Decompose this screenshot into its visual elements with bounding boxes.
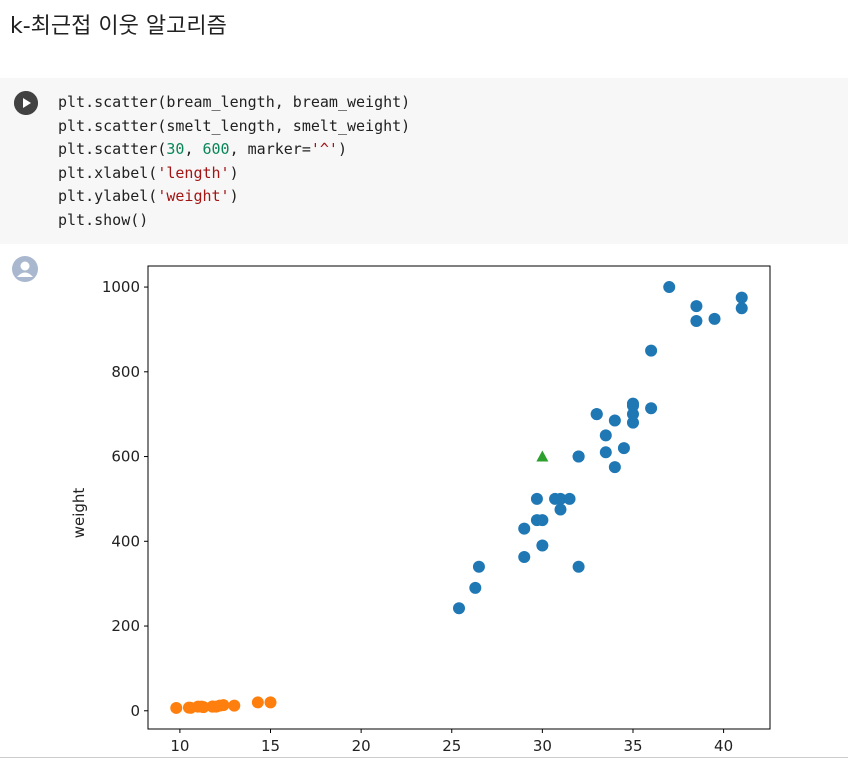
point	[645, 344, 658, 357]
y-axis-label: weight	[70, 488, 88, 539]
y-tick-label: 1000	[102, 278, 140, 296]
code-token: plt.show()	[58, 210, 149, 229]
point	[554, 503, 567, 516]
point	[708, 312, 721, 325]
code-token: )	[337, 140, 347, 159]
point	[690, 300, 703, 313]
x-tick-label: 25	[442, 737, 461, 755]
point	[626, 416, 639, 429]
code-token: )	[229, 187, 239, 206]
point	[264, 696, 277, 709]
point	[536, 450, 549, 462]
code-token: 'weight'	[157, 187, 230, 206]
y-tick-label: 0	[130, 702, 140, 720]
code-token: plt.scatter(	[58, 140, 167, 159]
code-cell: plt.scatter(bream_length, bream_weight)p…	[0, 78, 848, 244]
plot-frame	[147, 265, 771, 730]
point	[518, 522, 531, 535]
code-line: plt.scatter(bream_length, bream_weight)	[58, 91, 410, 115]
point	[530, 492, 543, 505]
code-line: plt.scatter(30, 600, marker='^')	[58, 138, 410, 162]
divider	[0, 757, 848, 758]
code-token: , marker=	[229, 140, 311, 159]
code-token: 'length'	[157, 163, 230, 182]
point	[645, 402, 658, 415]
y-tick-label: 800	[111, 363, 140, 381]
point	[563, 492, 576, 505]
code-token: '^'	[310, 140, 338, 159]
y-tick-label: 200	[111, 617, 140, 635]
code-token: plt.scatter(bream_length, bream_weight)	[58, 93, 411, 111]
code-line: plt.xlabel('length')	[58, 162, 410, 186]
point	[251, 696, 264, 709]
code-line: plt.scatter(smelt_length, smelt_weight)	[58, 115, 410, 139]
chart: 0 200 400 600 800 1000 10 15 20 25 30 35 40 weight	[70, 265, 771, 755]
point	[617, 442, 630, 455]
point	[599, 429, 612, 442]
point	[626, 408, 639, 421]
point	[197, 701, 210, 714]
section-title: k-최근접 이웃 알고리즘	[10, 14, 227, 39]
point	[536, 539, 549, 552]
code-token: plt.ylabel(	[58, 187, 158, 206]
y-tick-label: 600	[111, 448, 140, 466]
code-token: plt.scatter(smelt_length, smelt_weight)	[58, 116, 411, 135]
point	[217, 699, 230, 712]
point	[735, 302, 748, 315]
code-line: plt.show()	[58, 209, 410, 233]
x-tick-label: 15	[261, 737, 280, 755]
point	[735, 291, 748, 304]
code-editor[interactable]: plt.scatter(bream_length, bream_weight)p…	[58, 91, 410, 233]
point	[572, 560, 585, 573]
point	[690, 314, 703, 327]
code-token: 600	[202, 140, 230, 159]
point	[170, 701, 183, 714]
point	[608, 461, 621, 474]
point	[599, 446, 612, 459]
point	[453, 602, 465, 615]
code-token: 30	[166, 140, 185, 159]
code-token: )	[229, 163, 239, 182]
x-tick-label: 30	[533, 737, 552, 755]
x-tick-label: 35	[623, 737, 642, 755]
point	[663, 281, 676, 294]
code-token: plt.xlabel(	[58, 163, 158, 182]
point	[608, 414, 621, 427]
point	[469, 581, 482, 594]
point	[590, 408, 603, 421]
point	[626, 399, 639, 412]
point	[472, 560, 485, 573]
point	[554, 492, 567, 505]
point	[518, 550, 531, 563]
x-tick-label: 40	[714, 737, 733, 755]
output-icon	[12, 256, 38, 282]
run-button[interactable]	[14, 91, 38, 115]
point	[536, 514, 549, 527]
point	[228, 699, 241, 712]
point	[572, 450, 585, 463]
y-tick-label: 400	[111, 532, 140, 550]
x-tick-label: 10	[170, 737, 189, 755]
code-token: ,	[184, 140, 203, 159]
code-line: plt.ylabel('weight')	[58, 185, 410, 209]
x-tick-label: 20	[352, 737, 371, 755]
